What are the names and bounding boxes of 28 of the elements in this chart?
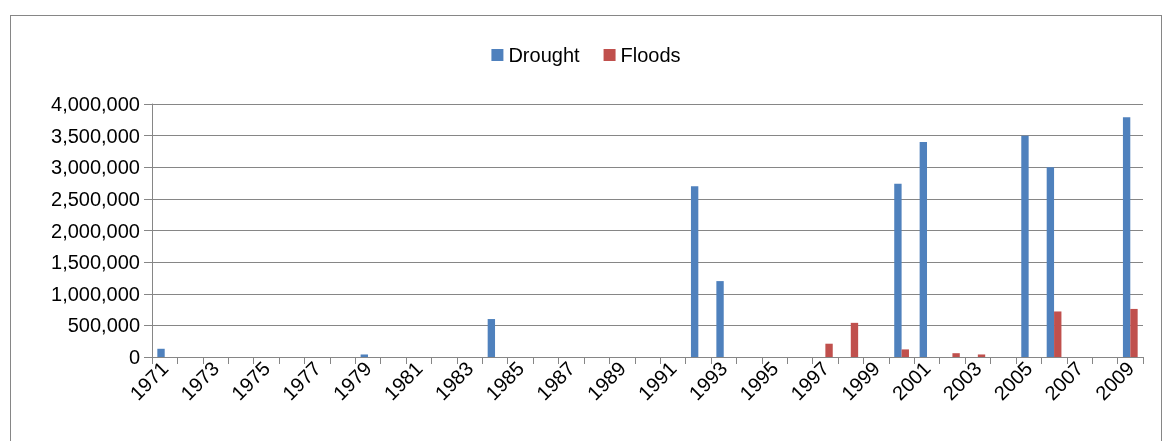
bar [487, 319, 496, 357]
bar [716, 281, 724, 357]
y-tick-label: 3,500,000 [51, 124, 140, 147]
bar [977, 354, 986, 357]
y-tick-label: 4,000,000 [51, 93, 140, 115]
bar [919, 141, 928, 357]
y-tick-label: 3,000,000 [51, 156, 140, 179]
bar [690, 186, 699, 357]
bar [952, 353, 960, 357]
bar [1130, 308, 1138, 357]
bar [360, 354, 368, 357]
y-tick-label: 0 [128, 346, 140, 368]
bar [1054, 311, 1062, 357]
y-tick-label: 1,000,000 [51, 282, 140, 305]
bar [1122, 117, 1131, 357]
y-tick-label: 1,500,000 [51, 251, 140, 274]
bar [894, 183, 902, 357]
y-tick-label: 500,000 [67, 314, 140, 337]
y-tick-label: 2,500,000 [51, 187, 140, 210]
bar [1021, 135, 1029, 357]
legend-label: Floods [620, 44, 681, 66]
bar [901, 349, 909, 357]
bar [825, 343, 833, 357]
y-tick-label: 2,000,000 [51, 219, 140, 242]
bar [1046, 167, 1055, 357]
bar [850, 322, 859, 357]
legend-label: Drought [508, 44, 580, 66]
bar [157, 348, 165, 357]
